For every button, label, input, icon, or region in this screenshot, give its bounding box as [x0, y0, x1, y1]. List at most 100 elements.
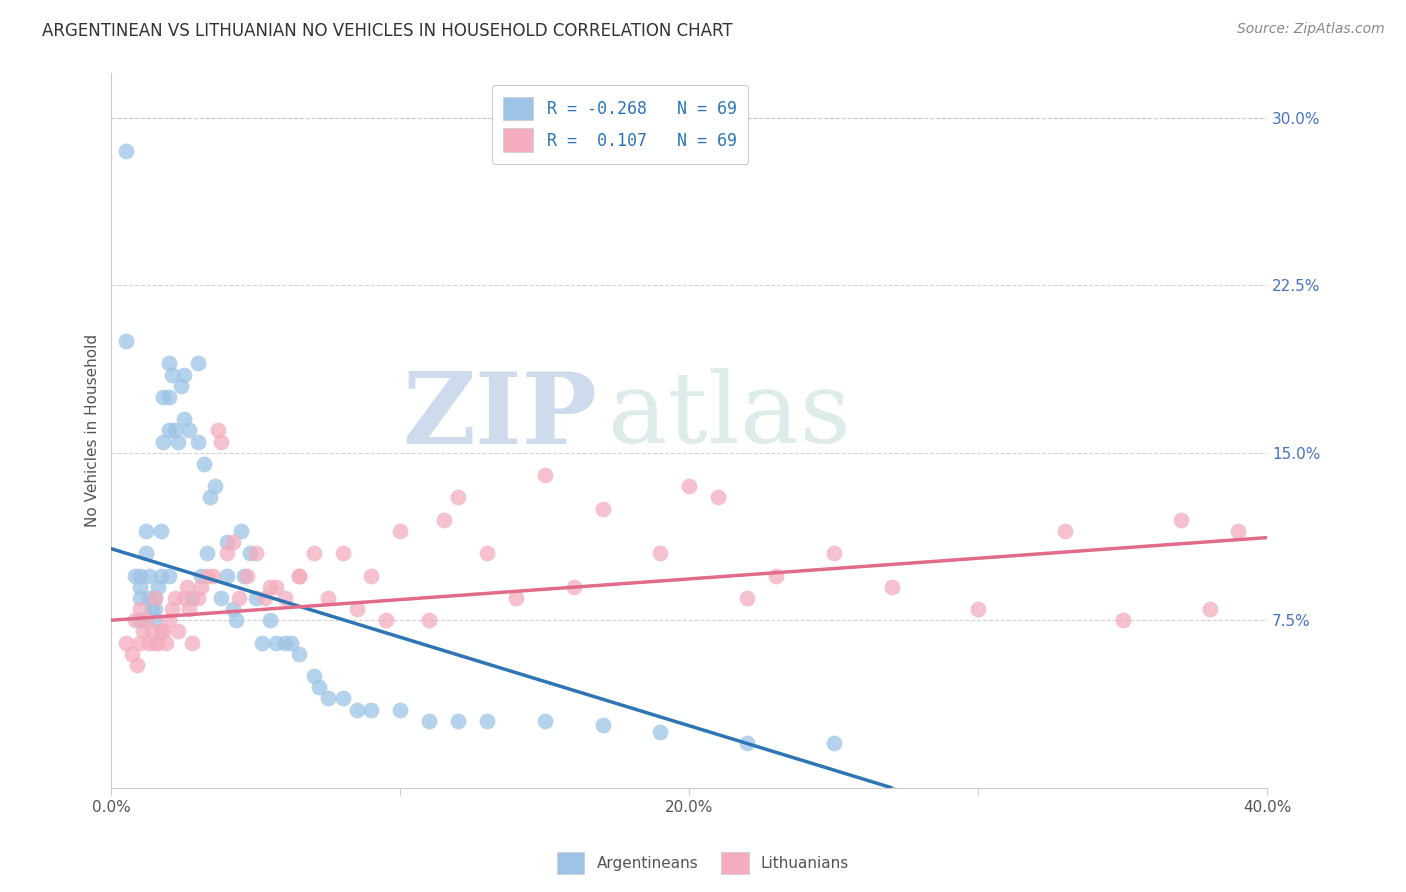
Text: ZIP: ZIP — [402, 368, 598, 465]
Text: atlas: atlas — [609, 368, 851, 464]
Point — [1112, 613, 1135, 627]
Point — [173, 591, 195, 605]
Point — [332, 691, 354, 706]
Point — [195, 568, 218, 582]
Point — [823, 736, 845, 750]
Point — [222, 535, 245, 549]
Point — [274, 635, 297, 649]
Point — [157, 568, 180, 582]
Point — [163, 591, 186, 605]
Point — [562, 580, 585, 594]
Point — [135, 524, 157, 538]
Point — [534, 714, 557, 728]
Point — [149, 568, 172, 582]
Point — [288, 568, 311, 582]
Point — [143, 591, 166, 605]
Point — [215, 568, 238, 582]
Legend: R = -0.268   N = 69, R =  0.107   N = 69: R = -0.268 N = 69, R = 0.107 N = 69 — [492, 85, 748, 164]
Point — [163, 423, 186, 437]
Point — [505, 591, 527, 605]
Point — [264, 635, 287, 649]
Point — [209, 591, 232, 605]
Point — [187, 434, 209, 449]
Point — [132, 624, 155, 639]
Point — [302, 669, 325, 683]
Point — [678, 479, 700, 493]
Point — [127, 657, 149, 672]
Point — [146, 580, 169, 594]
Point — [253, 591, 276, 605]
Point — [115, 334, 138, 348]
Point — [765, 568, 787, 582]
Point — [447, 491, 470, 505]
Point — [129, 613, 152, 627]
Point — [209, 434, 232, 449]
Point — [135, 546, 157, 560]
Point — [707, 491, 730, 505]
Point — [157, 390, 180, 404]
Point — [143, 635, 166, 649]
Point — [332, 546, 354, 560]
Point — [418, 714, 440, 728]
Point — [880, 580, 903, 594]
Point — [124, 568, 146, 582]
Point — [179, 423, 201, 437]
Point — [115, 144, 138, 158]
Point — [176, 580, 198, 594]
Point — [121, 647, 143, 661]
Point — [143, 613, 166, 627]
Point — [160, 368, 183, 382]
Point — [418, 613, 440, 627]
Point — [141, 602, 163, 616]
Point — [302, 546, 325, 560]
Point — [823, 546, 845, 560]
Point — [187, 356, 209, 370]
Point — [374, 613, 396, 627]
Point — [135, 613, 157, 627]
Y-axis label: No Vehicles in Household: No Vehicles in Household — [86, 334, 100, 527]
Point — [187, 591, 209, 605]
Point — [534, 468, 557, 483]
Point — [179, 602, 201, 616]
Point — [160, 602, 183, 616]
Point — [155, 635, 177, 649]
Point — [129, 568, 152, 582]
Point — [181, 591, 204, 605]
Point — [129, 591, 152, 605]
Point — [236, 568, 259, 582]
Point — [167, 624, 190, 639]
Point — [650, 546, 672, 560]
Legend: Argentineans, Lithuanians: Argentineans, Lithuanians — [551, 846, 855, 880]
Point — [239, 546, 262, 560]
Point — [115, 635, 138, 649]
Point — [288, 647, 311, 661]
Point — [207, 423, 229, 437]
Point — [274, 591, 297, 605]
Point — [157, 613, 180, 627]
Point — [316, 591, 339, 605]
Point — [280, 635, 302, 649]
Point — [157, 423, 180, 437]
Point — [346, 602, 368, 616]
Point — [193, 457, 215, 471]
Point — [215, 535, 238, 549]
Point — [167, 434, 190, 449]
Point — [264, 580, 287, 594]
Point — [149, 624, 172, 639]
Point — [152, 390, 174, 404]
Point — [170, 378, 193, 392]
Point — [245, 546, 267, 560]
Point — [181, 635, 204, 649]
Point — [173, 412, 195, 426]
Point — [389, 524, 412, 538]
Point — [1054, 524, 1077, 538]
Point — [245, 591, 267, 605]
Point — [475, 714, 498, 728]
Point — [735, 591, 758, 605]
Point — [233, 568, 256, 582]
Text: Source: ZipAtlas.com: Source: ZipAtlas.com — [1237, 22, 1385, 37]
Point — [231, 524, 253, 538]
Point — [190, 568, 212, 582]
Point — [143, 591, 166, 605]
Point — [124, 613, 146, 627]
